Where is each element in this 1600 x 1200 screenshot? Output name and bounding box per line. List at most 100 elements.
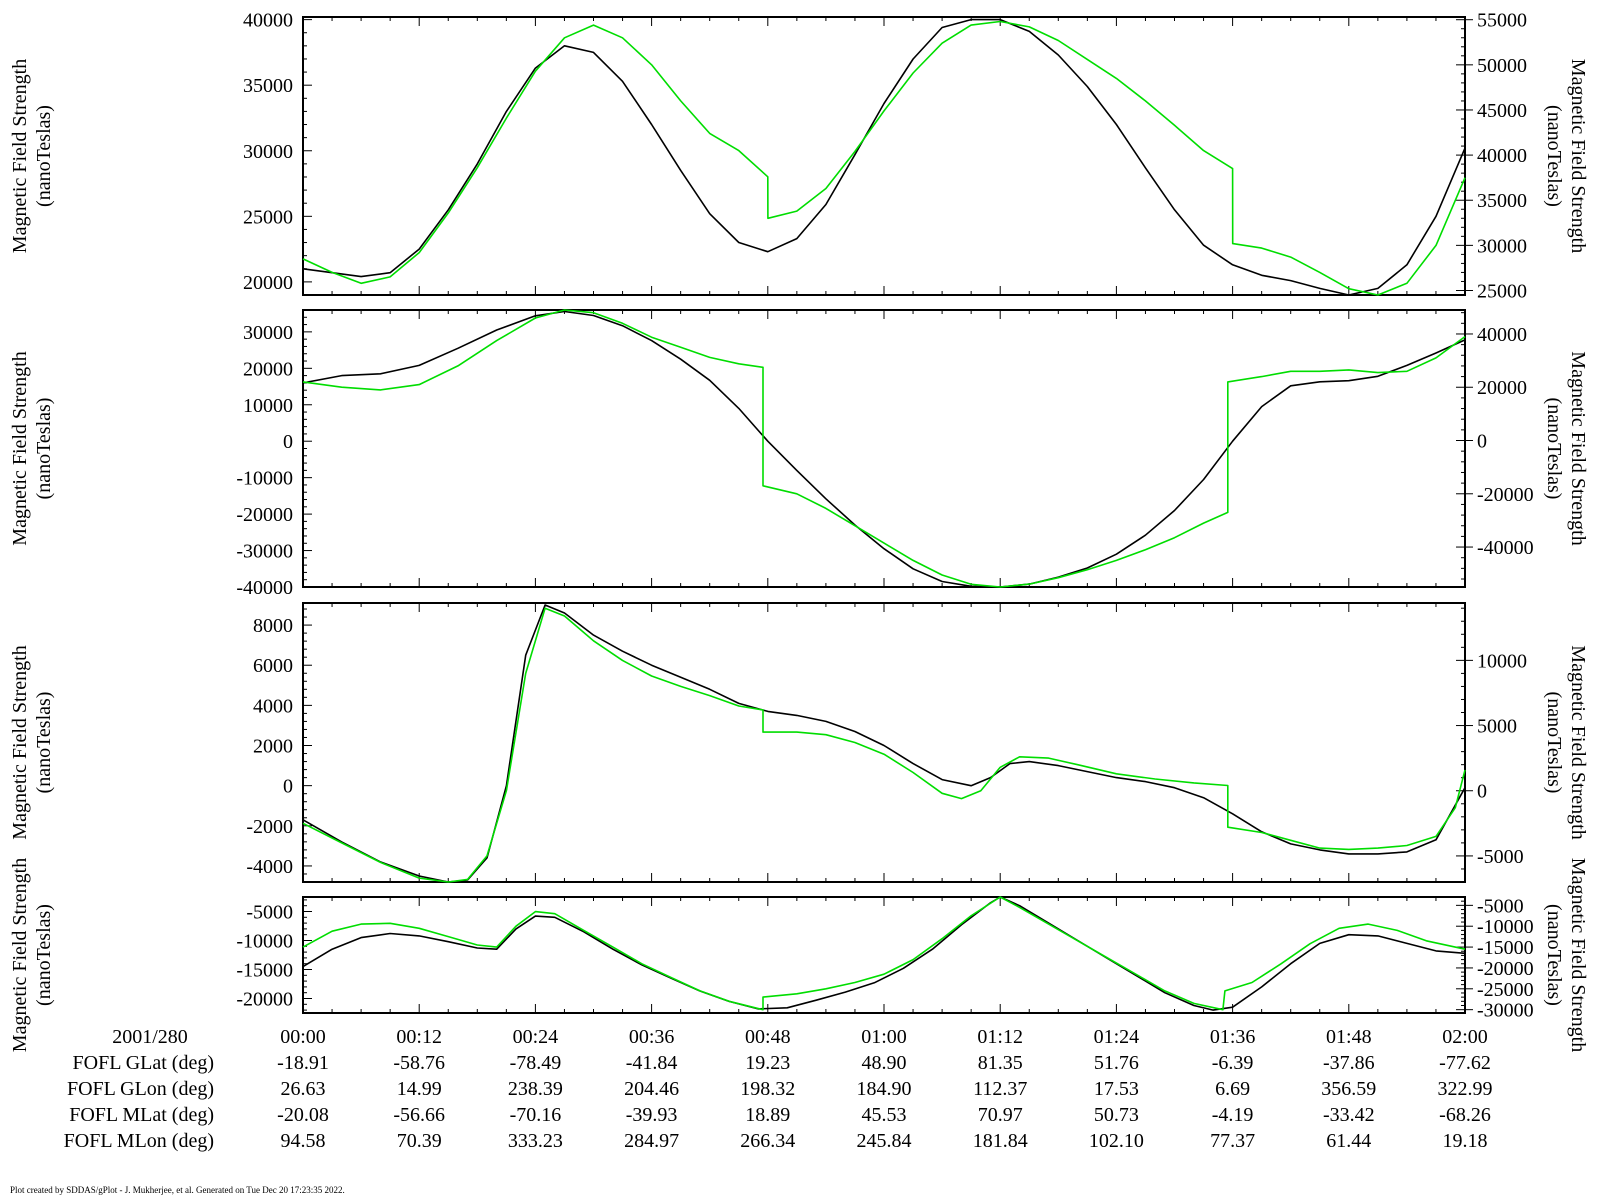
y-tick-label-right: 55000 (1477, 10, 1527, 32)
ephemeris-value: 322.99 (1438, 1078, 1493, 1100)
ephemeris-value: 77.37 (1210, 1130, 1255, 1152)
y-tick-label-left: 20000 (243, 272, 293, 294)
ephemeris-value: 6.69 (1215, 1078, 1250, 1100)
series-line-green (302, 607, 1466, 883)
panel-2 (302, 309, 1473, 588)
ephemeris-value: -77.62 (1439, 1052, 1491, 1074)
ephemeris-value: 18.89 (745, 1104, 790, 1126)
ephemeris-value: 284.97 (624, 1130, 679, 1152)
x-axis-date-label: 2001/280 (112, 1026, 188, 1048)
x-tick-label: 01:12 (977, 1026, 1023, 1048)
panel-frame (302, 309, 1466, 588)
ephemeris-value: 45.53 (862, 1104, 907, 1126)
ephemeris-value: 94.58 (281, 1130, 326, 1152)
y-tick-label-left: 8000 (253, 615, 293, 637)
panel-frame (302, 16, 1466, 296)
y-tick-label-right: 0 (1477, 431, 1487, 453)
y-tick-label-left: 40000 (243, 10, 293, 32)
ephemeris-value: -70.16 (510, 1104, 562, 1126)
y-tick-label-right: 45000 (1477, 100, 1527, 122)
ephemeris-value: 181.84 (973, 1130, 1028, 1152)
y-tick-label-right: -30000 (1477, 1000, 1534, 1022)
y-tick-label-right: -10000 (1477, 916, 1534, 938)
ephemeris-value: 17.53 (1094, 1078, 1139, 1100)
y-tick-label-right: -15000 (1477, 937, 1534, 959)
ephemeris-row-label: FOFL MLat (deg) (69, 1104, 214, 1126)
y-axis-title-left: (nanoTeslas) (33, 105, 55, 207)
footer-credit: Plot created by SDDAS/gPlot - J. Mukherj… (10, 1185, 345, 1195)
panel-1 (302, 16, 1473, 296)
series-line-green (302, 20, 1466, 296)
y-tick-label-right: 40000 (1477, 324, 1527, 346)
y-tick-label-left: 10000 (243, 395, 293, 417)
y-tick-label-right: 30000 (1477, 235, 1527, 257)
y-tick-label-left: 0 (283, 776, 293, 798)
panel-3 (302, 602, 1473, 883)
y-axis-title-left: Magnetic Field Strength (9, 858, 31, 1052)
ephemeris-value: 102.10 (1089, 1130, 1144, 1152)
ephemeris-value: 356.59 (1321, 1078, 1376, 1100)
x-tick-label: 00:24 (513, 1026, 559, 1048)
x-tick-label: 01:00 (861, 1026, 907, 1048)
y-tick-label-right: 25000 (1477, 280, 1527, 302)
series-line-black (302, 896, 1466, 1011)
ephemeris-value: -58.76 (393, 1052, 445, 1074)
ephemeris-value: 51.76 (1094, 1052, 1139, 1074)
ephemeris-value: 19.23 (745, 1052, 790, 1074)
y-tick-label-left: -5000 (246, 902, 293, 924)
series-line-black (302, 18, 1466, 296)
ephemeris-value: 19.18 (1443, 1130, 1488, 1152)
x-tick-label: 00:36 (629, 1026, 675, 1048)
y-tick-label-left: 25000 (243, 206, 293, 228)
ephemeris-value: 238.39 (508, 1078, 563, 1100)
y-tick-label-right: -20000 (1477, 958, 1534, 980)
y-tick-label-left: -10000 (236, 468, 293, 490)
y-tick-label-left: 30000 (243, 322, 293, 344)
ephemeris-value: 266.34 (740, 1130, 795, 1152)
ephemeris-value: 112.37 (973, 1078, 1027, 1100)
y-axis-title-right: (nanoTeslas) (1543, 105, 1565, 207)
ephemeris-row-label: FOFL GLon (deg) (67, 1078, 214, 1100)
y-tick-label-left: 30000 (243, 141, 293, 163)
y-tick-label-right: 50000 (1477, 55, 1527, 77)
series-line-green (302, 309, 1466, 588)
ephemeris-value: -33.42 (1323, 1104, 1375, 1126)
ephemeris-value: -18.91 (277, 1052, 329, 1074)
y-tick-label-left: -4000 (246, 856, 293, 878)
y-tick-label-left: 6000 (253, 655, 293, 677)
y-tick-label-right: 0 (1477, 781, 1487, 803)
ephemeris-value: 81.35 (978, 1052, 1023, 1074)
y-tick-label-right: -20000 (1477, 484, 1534, 506)
y-axis-title-right: (nanoTeslas) (1543, 398, 1565, 500)
y-axis-title-left: (nanoTeslas) (33, 904, 55, 1006)
ephemeris-row-label: FOFL MLon (deg) (64, 1130, 214, 1152)
y-tick-label-left: -15000 (236, 960, 293, 982)
ephemeris-value: -39.93 (626, 1104, 678, 1126)
ephemeris-value: -56.66 (393, 1104, 445, 1126)
y-tick-label-right: 20000 (1477, 377, 1527, 399)
x-tick-label: 01:24 (1094, 1026, 1140, 1048)
ephemeris-value: -41.84 (626, 1052, 678, 1074)
ephemeris-value: 198.32 (740, 1078, 795, 1100)
ephemeris-value: 245.84 (857, 1130, 912, 1152)
y-tick-label-left: -30000 (236, 541, 293, 563)
x-tick-label: 00:00 (280, 1026, 326, 1048)
y-axis-title-right: Magnetic Field Strength (1567, 59, 1589, 253)
y-axis-title-right: Magnetic Field Strength (1567, 645, 1589, 839)
x-tick-label: 01:48 (1326, 1026, 1372, 1048)
ephemeris-value: 50.73 (1094, 1104, 1139, 1126)
y-axis-title-right: Magnetic Field Strength (1567, 858, 1589, 1052)
x-tick-label: 00:12 (396, 1026, 442, 1048)
ephemeris-value: 70.97 (978, 1104, 1023, 1126)
y-tick-label-left: 35000 (243, 75, 293, 97)
ephemeris-value: 70.39 (397, 1130, 442, 1152)
y-axis-title-right: Magnetic Field Strength (1567, 351, 1589, 545)
y-tick-label-right: 40000 (1477, 145, 1527, 167)
x-tick-label: 00:48 (745, 1026, 791, 1048)
y-axis-title-left: Magnetic Field Strength (9, 351, 31, 545)
y-tick-label-left: 0 (283, 431, 293, 453)
y-tick-label-right: -5000 (1477, 846, 1524, 868)
ephemeris-row-label: FOFL GLat (deg) (73, 1052, 214, 1074)
ephemeris-value: -78.49 (510, 1052, 562, 1074)
